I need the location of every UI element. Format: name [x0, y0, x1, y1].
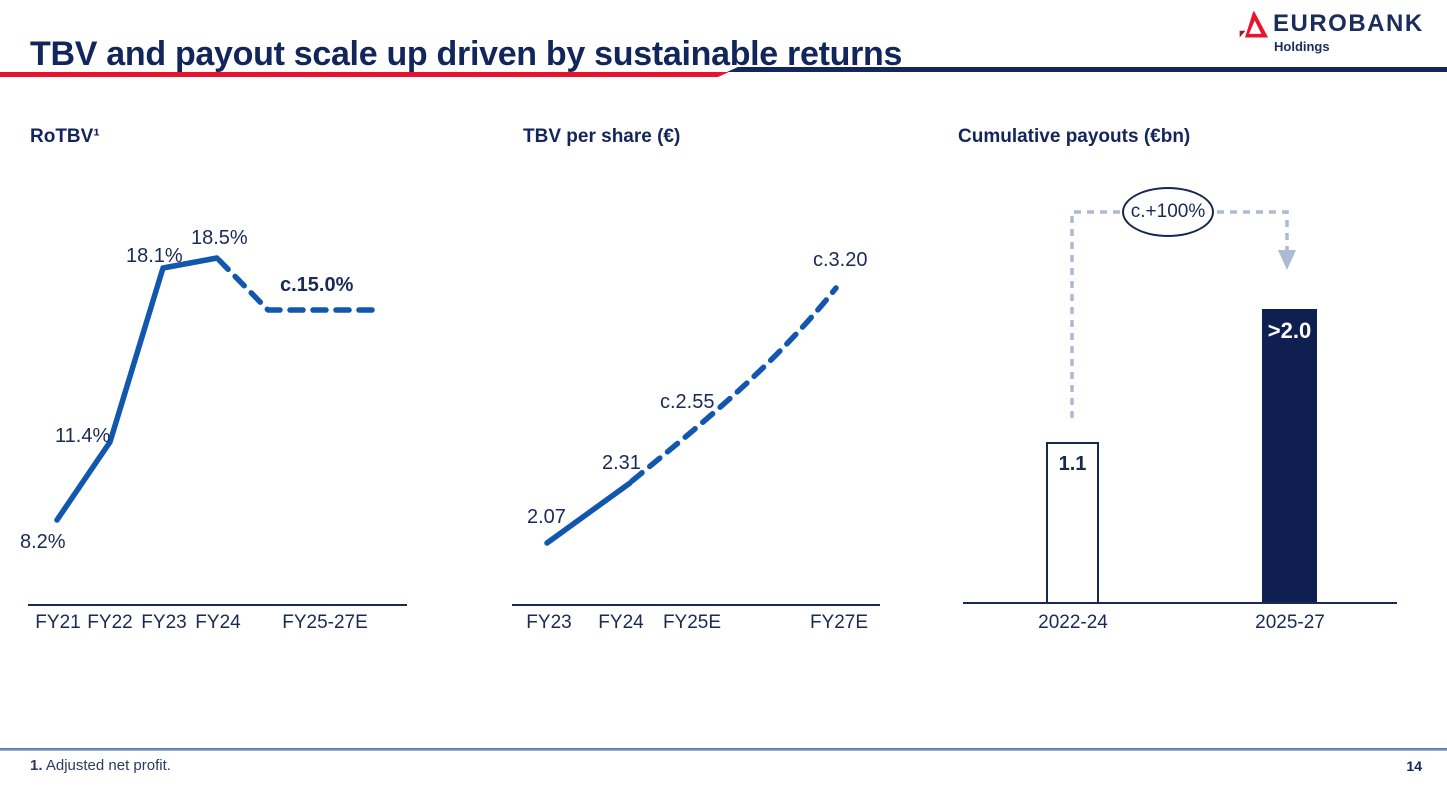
payouts-bar-2022-24: 1.1 [1046, 442, 1099, 604]
rotbv-label-fy22: 11.4% [55, 425, 111, 447]
tbv-chart-title: TBV per share (€) [523, 126, 681, 147]
payouts-tick-2025-27: 2025-27 [1255, 612, 1325, 633]
rotbv-chart-title: RoTBV¹ [30, 126, 100, 147]
tbv-solid-line [544, 480, 633, 546]
logo-sub-text: Holdings [1274, 39, 1330, 54]
payouts-dashed-connector [1070, 210, 1289, 418]
eurobank-emblem-icon [1237, 10, 1269, 38]
rotbv-label-fy23: 18.1% [126, 245, 183, 267]
payouts-bar-2022-24-value: 1.1 [1058, 453, 1087, 475]
rotbv-solid-line [54, 255, 220, 523]
footnote-text: Adjusted net profit. [42, 757, 171, 774]
payouts-tick-2022-24: 2022-24 [1038, 612, 1108, 633]
rotbv-label-fy21: 8.2% [20, 531, 66, 553]
tbv-tick-fy23: FY23 [526, 612, 572, 633]
footnote: 1. Adjusted net profit. [30, 757, 171, 774]
tbv-dashed-line [629, 285, 839, 484]
arrow-down-icon [1278, 250, 1296, 270]
header-rule-red [0, 72, 729, 77]
tbv-label-fy24: 2.31 [602, 452, 641, 474]
tbv-label-fy25e: c.2.55 [660, 391, 715, 413]
payouts-x-axis [963, 602, 1397, 604]
rotbv-tick-fy24: FY24 [195, 612, 241, 633]
rotbv-dashed-line [216, 257, 378, 313]
rotbv-tick-fy22: FY22 [87, 612, 133, 633]
rotbv-label-fy24: 18.5% [191, 227, 248, 249]
rotbv-tick-fy25-27e: FY25-27E [282, 612, 368, 633]
tbv-label-fy27e: c.3.20 [813, 249, 868, 271]
footer-rule [0, 748, 1447, 751]
rotbv-tick-fy21: FY21 [35, 612, 81, 633]
payouts-bar-2025-27: >2.0 [1262, 309, 1317, 604]
rotbv-label-fy25-27e: c.15.0% [280, 274, 354, 296]
header-rule-navy [727, 67, 1447, 72]
rotbv-line-chart [28, 255, 407, 606]
tbv-tick-fy25e: FY25E [662, 612, 722, 633]
page-title: TBV and payout scale up driven by sustai… [30, 34, 903, 73]
payouts-annotation-ellipse: c.+100% [1122, 187, 1214, 237]
rotbv-tick-fy23: FY23 [141, 612, 187, 633]
payouts-chart-title: Cumulative payouts (€bn) [958, 126, 1191, 147]
page-number: 14 [1406, 758, 1422, 774]
tbv-line-chart [512, 285, 880, 606]
payouts-bar-2025-27-value: >2.0 [1267, 318, 1312, 343]
payouts-connector [1070, 210, 1296, 418]
payouts-annotation-label: c.+100% [1130, 201, 1206, 222]
footnote-marker: 1. [30, 757, 43, 774]
tbv-label-fy23: 2.07 [527, 506, 566, 528]
logo-brand-text: EUROBANK [1273, 10, 1424, 37]
tbv-tick-fy27e: FY27E [809, 612, 869, 633]
tbv-tick-fy24: FY24 [598, 612, 644, 633]
